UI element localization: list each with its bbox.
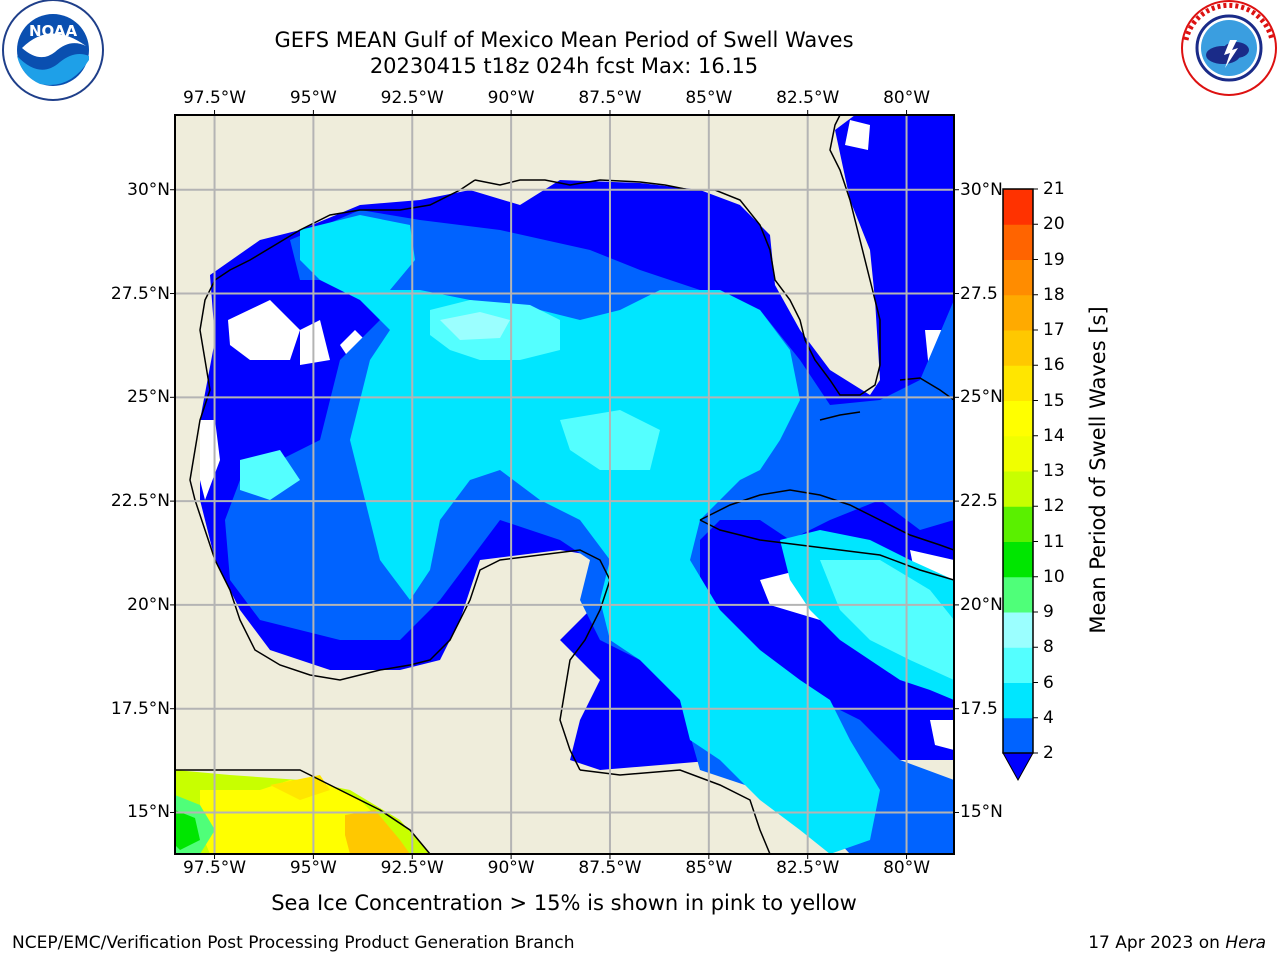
y-tick-label-left: 15°N <box>127 802 170 823</box>
colorbar-cell <box>1003 189 1033 225</box>
y-tick-label-right: 17.5 <box>960 698 998 719</box>
colorbar-tick-label: 16 <box>1043 355 1065 376</box>
x-tick-label-bottom: 90°W <box>487 858 535 878</box>
swell-field-level-4-6 <box>300 215 880 854</box>
y-tick-label-right: 30°N <box>960 179 1003 200</box>
colorbar-cell <box>1003 506 1033 542</box>
colorbar-cell <box>1003 471 1033 507</box>
footer-host: Hera <box>1225 933 1266 953</box>
x-tick-label-top: 97.5°W <box>182 88 247 108</box>
colorbar-label: Mean Period of Swell Waves [s] <box>1086 306 1110 634</box>
x-tick-label-top: 85°W <box>685 88 733 108</box>
swell-field-level-6-8 <box>820 560 954 680</box>
grid-lines <box>175 115 954 854</box>
swell-field-level-6-8 <box>240 450 300 500</box>
y-tick-label-left: 17.5°N <box>110 698 170 719</box>
map-ticks <box>170 110 959 859</box>
footer-date: 17 Apr 2023 on Hera <box>1088 933 1266 953</box>
colorbar-tick-label: 6 <box>1043 672 1054 693</box>
colorbar-tick-label: 18 <box>1043 284 1065 305</box>
missing-data-patch <box>228 300 300 360</box>
map-frame <box>174 114 955 855</box>
colorbar-tick-label: 19 <box>1043 249 1065 270</box>
y-tick-label-right: 20°N <box>960 594 1003 615</box>
colorbar-cell <box>1003 541 1033 578</box>
colorbar-tick-label: 12 <box>1043 496 1065 517</box>
x-tick-label-bottom: 92.5°W <box>380 858 444 878</box>
swell-field-level-8-9 <box>440 312 510 340</box>
colorbar-tick-label: 10 <box>1043 566 1065 587</box>
y-tick-label-left: 20°N <box>127 594 170 615</box>
x-tick-label-bottom: 97.5°W <box>182 858 247 878</box>
x-tick-label-bottom: 82.5°W <box>776 858 840 878</box>
x-tick-label-top: 90°W <box>487 88 535 108</box>
coastlines <box>175 115 954 854</box>
colorbar-cell <box>1003 612 1033 648</box>
chart-title: GEFS MEAN Gulf of Mexico Mean Period of … <box>274 28 854 52</box>
colorbar-tick-label: 21 <box>1043 179 1065 199</box>
colorbar-cell <box>1003 717 1033 754</box>
colorbar-cell <box>1003 647 1033 683</box>
x-tick-label-top: 80°W <box>883 88 931 108</box>
colorbar-tick-label: 8 <box>1043 637 1054 658</box>
sea-ice-note: Sea Ice Concentration > 15% is shown in … <box>271 891 857 915</box>
swell-field-pacific-10-11 <box>175 810 200 850</box>
y-tick-label-right: 22.5 <box>960 491 998 512</box>
colorbar-cell <box>1003 365 1033 401</box>
x-tick-label-bottom: 80°W <box>883 858 931 878</box>
x-tick-label-top: 95°W <box>289 88 337 108</box>
x-tick-label-top: 87.5°W <box>578 88 642 108</box>
noaa-logo: NOAA <box>2 0 104 101</box>
x-tick-label-top: 82.5°W <box>776 88 840 108</box>
y-tick-label-right: 25°N <box>960 387 1003 408</box>
chart-subtitle: 20230415 t18z 024h fcst Max: 16.15 <box>369 54 759 78</box>
colorbar-tick-label: 9 <box>1043 602 1054 622</box>
colorbar-cell <box>1003 330 1033 366</box>
colorbar-tick-label: 15 <box>1043 390 1065 411</box>
colorbar-tick-label: 14 <box>1043 425 1065 446</box>
colorbar-tick-label: 11 <box>1043 531 1065 552</box>
y-tick-label-left: 22.5°N <box>110 491 170 512</box>
y-tick-label-right: 27.5 <box>960 283 998 304</box>
x-tick-label-bottom: 95°W <box>289 858 337 878</box>
missing-data-patch <box>845 120 870 150</box>
swell-field-pacific-16-17 <box>345 810 410 854</box>
colorbar-cell <box>1003 400 1033 437</box>
x-tick-label-bottom: 87.5°W <box>578 858 642 878</box>
nws-logo <box>1181 0 1277 96</box>
colorbar-cell <box>1003 435 1033 472</box>
y-tick-label-left: 27.5°N <box>110 283 170 304</box>
colorbar-cell <box>1003 224 1033 260</box>
colorbar-tick-label: 13 <box>1043 461 1065 481</box>
y-tick-label-left: 25°N <box>127 387 170 408</box>
x-tick-label-top: 92.5°W <box>380 88 444 108</box>
colorbar-cell <box>1003 576 1033 613</box>
colorbar-tick-label: 20 <box>1043 214 1065 235</box>
svg-text:NOAA: NOAA <box>29 22 78 40</box>
y-tick-label-right: 15°N <box>960 802 1003 823</box>
colorbar-cell <box>1003 294 1033 331</box>
swell-field-pacific-15-16 <box>270 775 330 800</box>
missing-data-patch <box>300 320 330 365</box>
colorbar-cell <box>1003 682 1033 719</box>
y-tick-label-left: 30°N <box>127 179 170 200</box>
colorbar-tick-label: 2 <box>1043 743 1054 763</box>
colorbar-extend-arrow <box>1002 752 1034 782</box>
colorbar-tick-label: 4 <box>1043 707 1054 728</box>
colorbar-cell <box>1003 259 1033 296</box>
missing-data-patch <box>930 720 954 750</box>
footer-branch: NCEP/EMC/Verification Post Processing Pr… <box>12 933 575 953</box>
x-tick-label-bottom: 85°W <box>685 858 733 878</box>
colorbar-tick-label: 17 <box>1043 320 1065 340</box>
